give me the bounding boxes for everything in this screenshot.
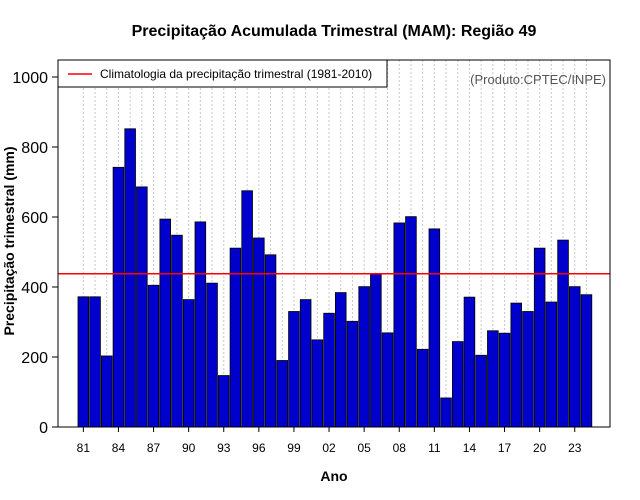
y-tick-label: 400	[21, 280, 48, 297]
bar-2021	[545, 301, 558, 428]
bar-2022	[557, 239, 569, 428]
x-axis-label: Ano	[320, 468, 347, 484]
x-tick-label: 08	[393, 441, 407, 455]
bar-2024	[580, 294, 593, 428]
chart-title: Precipitação Acumulada Trimestral (MAM):…	[132, 23, 537, 40]
bar-1999	[288, 311, 300, 428]
bar-1995	[241, 190, 253, 428]
x-tick-label: 02	[322, 441, 336, 455]
bar-2007	[381, 332, 394, 428]
bar-1987	[147, 284, 160, 428]
x-tick-label: 84	[112, 441, 126, 455]
legend: Climatologia da precipitação trimestral …	[57, 59, 388, 88]
legend-label: Climatologia da precipitação trimestral …	[100, 67, 372, 81]
x-tick-label: 11	[428, 441, 441, 455]
bar-2013	[451, 341, 464, 428]
x-tick-label: 87	[147, 441, 161, 455]
y-tick-label: 0	[39, 420, 48, 437]
bar-2010	[416, 348, 429, 428]
bar-2003	[334, 292, 347, 428]
bars	[77, 128, 593, 428]
bar-2005	[358, 286, 370, 428]
bar-1998	[276, 360, 288, 428]
bar-1985	[124, 128, 136, 428]
x-tick-label: 05	[357, 441, 371, 455]
x-tick-label: 14	[463, 441, 477, 455]
bar-2014	[463, 296, 476, 428]
bar-2002	[323, 312, 335, 428]
x-tick-label: 17	[498, 441, 512, 455]
x-tick-label: 23	[568, 441, 582, 455]
bar-1997	[264, 254, 277, 428]
bar-2004	[346, 320, 359, 428]
bar-2015	[475, 354, 487, 428]
bar-1988	[159, 218, 171, 428]
bar-1996	[253, 237, 265, 428]
legend-box	[57, 59, 388, 88]
y-tick-label: 600	[21, 210, 48, 227]
bar-2012	[440, 397, 452, 428]
x-tick-label: 99	[287, 441, 301, 455]
x-tick-label: 90	[182, 441, 196, 455]
bar-2009	[405, 216, 417, 428]
bar-1981	[77, 296, 90, 428]
bar-2000	[299, 299, 312, 428]
x-tick-label: 93	[217, 441, 231, 455]
bar-1983	[101, 355, 113, 428]
bar-2001	[311, 339, 324, 428]
bar-1994	[229, 247, 242, 428]
bar-1991	[194, 221, 207, 428]
x-tick-label: 20	[533, 441, 547, 455]
bar-2016	[487, 330, 499, 428]
bar-2006	[370, 273, 382, 428]
bar-2008	[393, 222, 405, 428]
bar-1986	[136, 186, 148, 428]
x-tick-label: 81	[77, 441, 91, 455]
bar-2017	[498, 332, 511, 428]
bar-2019	[522, 311, 534, 428]
bar-1989	[171, 234, 183, 428]
y-tick-label: 200	[21, 350, 48, 367]
x-axis: 81 84 87 90 93 96 99 02 05 08 11 14 17 20 23	[77, 427, 582, 455]
bar-2020	[533, 247, 546, 428]
bar-1984	[112, 166, 125, 428]
bar-2018	[510, 302, 522, 428]
bar-1982	[89, 296, 101, 428]
bar-1993	[217, 375, 230, 428]
bar-2011	[428, 228, 441, 428]
bar-1992	[206, 282, 218, 428]
y-axis: 0 200 400 600 800 1000	[12, 70, 58, 437]
y-axis-label: Precipitação trimestral (mm)	[1, 146, 17, 335]
bar-1990	[182, 299, 195, 428]
y-tick-label: 1000	[12, 70, 48, 87]
bar-2023	[569, 286, 581, 428]
y-tick-label: 800	[21, 140, 48, 157]
x-tick-label: 96	[252, 441, 266, 455]
credit-text: (Produto:CPTEC/INPE)	[470, 72, 606, 87]
